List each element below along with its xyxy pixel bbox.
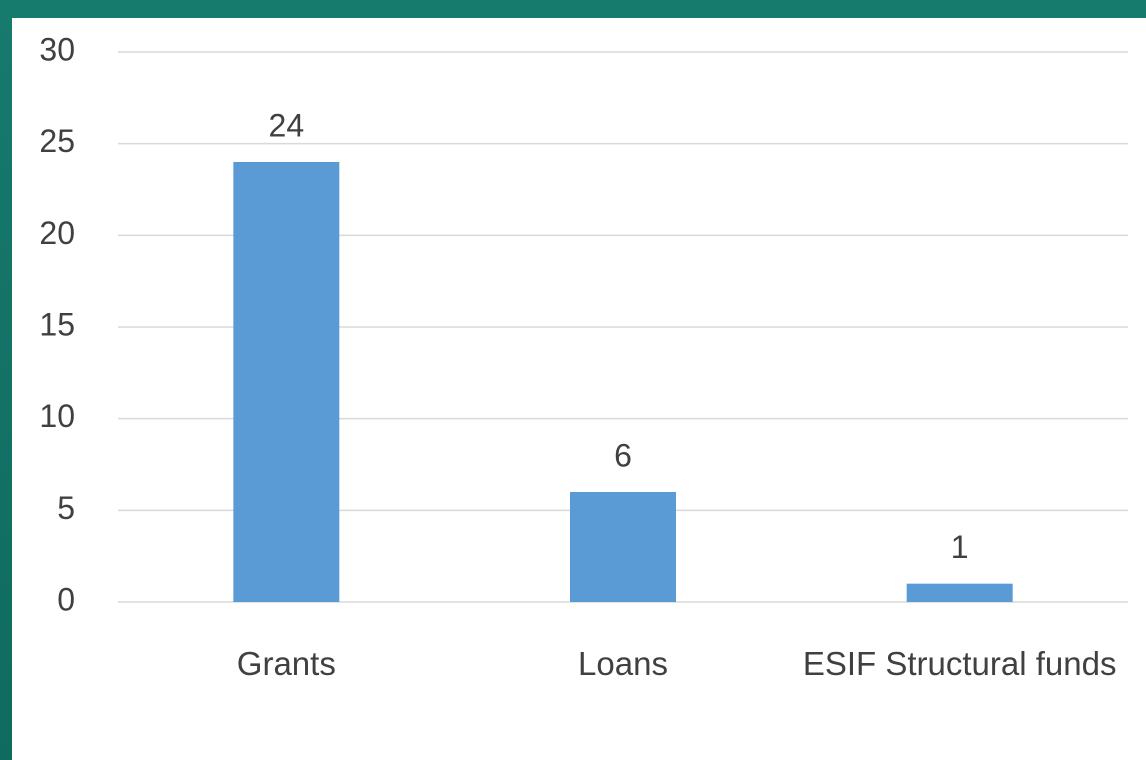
data-label: 1 [951, 529, 969, 565]
bar [906, 583, 1013, 602]
chart-panel [12, 18, 1146, 760]
data-label: 6 [614, 437, 632, 473]
y-tick-label: 20 [39, 215, 75, 251]
y-tick-label: 15 [39, 306, 75, 342]
x-tick-label: Grants [236, 645, 336, 682]
y-tick-label: 25 [39, 123, 75, 159]
y-tick-label: 5 [57, 490, 75, 526]
y-tick-label: 10 [39, 398, 75, 434]
y-tick-label: 0 [57, 581, 75, 617]
x-tick-label: Loans [578, 645, 668, 682]
data-label: 24 [269, 107, 305, 143]
bar [570, 492, 676, 602]
bar [233, 162, 340, 602]
x-tick-label: ESIF Structural funds [802, 645, 1117, 682]
y-tick-label: 30 [39, 31, 75, 67]
